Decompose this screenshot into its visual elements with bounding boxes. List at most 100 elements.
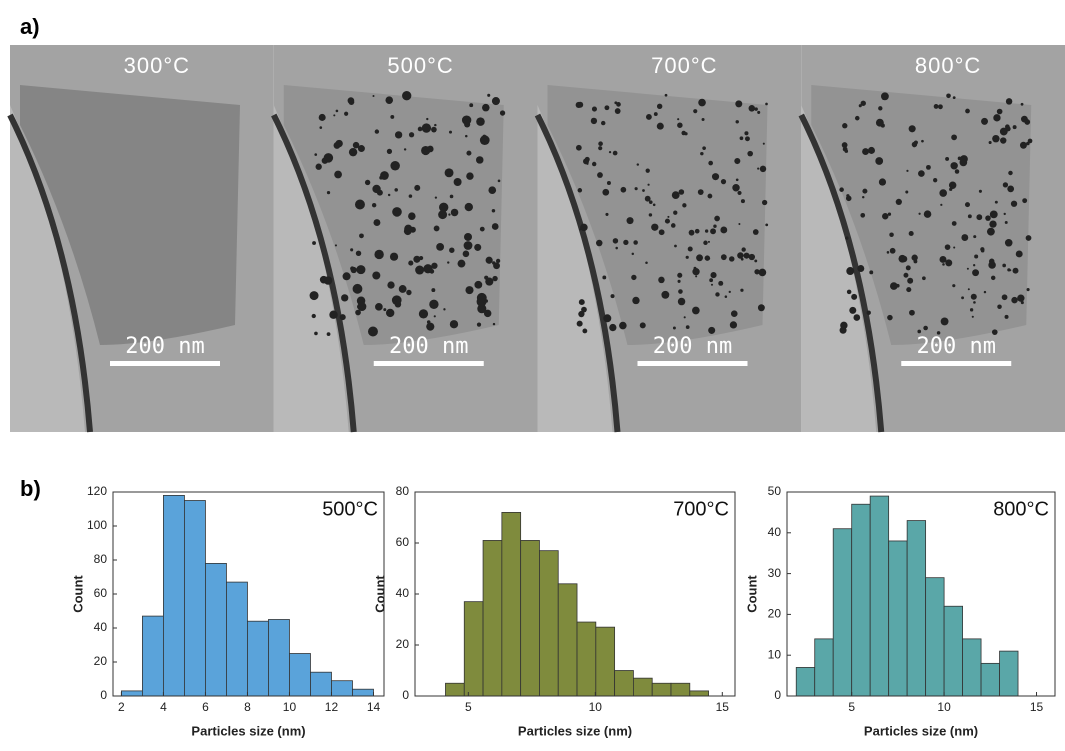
y-tick-label: 0 [402, 688, 409, 702]
particle [356, 265, 366, 275]
particle [1022, 198, 1028, 204]
particle [759, 165, 767, 173]
particle [326, 332, 331, 336]
particle [747, 150, 754, 157]
bar [851, 503, 871, 697]
particle [964, 202, 970, 208]
particle [493, 262, 500, 270]
bar [888, 540, 908, 697]
x-tick-label: 4 [160, 700, 167, 714]
particle [429, 299, 439, 309]
x-tick-label: 10 [937, 700, 951, 714]
particle [921, 139, 924, 143]
annotation: 800°C [993, 498, 1049, 520]
x-tick-label: 6 [202, 700, 209, 714]
particle [1002, 182, 1009, 188]
particle [936, 331, 941, 335]
particle [757, 167, 760, 170]
particle [642, 189, 645, 192]
annotation: 700°C [673, 498, 729, 520]
particle [639, 322, 646, 329]
particle [724, 295, 728, 298]
x-tick-label: 5 [848, 700, 855, 714]
particle [683, 316, 686, 319]
particle [433, 225, 440, 232]
particle [677, 297, 686, 306]
y-tick-label: 80 [94, 552, 108, 566]
particle [677, 118, 680, 121]
y-tick-label: 30 [768, 566, 782, 580]
particle [734, 158, 741, 165]
x-tick-label: 10 [589, 700, 603, 714]
bar [501, 512, 522, 697]
particle [371, 203, 377, 208]
particle [765, 223, 769, 227]
particle [908, 230, 914, 237]
particle [323, 153, 334, 163]
particle [612, 238, 619, 244]
particle [457, 259, 466, 268]
particle [860, 100, 866, 106]
particle [762, 142, 765, 145]
bar [445, 682, 465, 697]
particle [989, 210, 998, 219]
bar [482, 540, 503, 697]
particle [644, 195, 651, 202]
particle [479, 135, 490, 146]
particle [652, 203, 656, 207]
particle [344, 111, 349, 116]
particle [1010, 200, 1018, 207]
particle [707, 193, 713, 199]
y-tick-label: 40 [94, 620, 108, 634]
particle [867, 146, 875, 154]
particle [737, 252, 744, 259]
particle [939, 255, 947, 263]
particle [878, 106, 883, 111]
particle [319, 277, 325, 282]
particle [715, 292, 720, 297]
particle [386, 148, 393, 154]
particle [667, 215, 670, 218]
particle [992, 134, 1000, 143]
bar [595, 626, 616, 697]
particle [917, 329, 922, 334]
particle [735, 100, 743, 108]
particle [477, 304, 487, 314]
x-tick-label: 15 [1030, 700, 1044, 714]
particle [431, 262, 438, 269]
particle [972, 269, 980, 277]
scale-bar [373, 361, 484, 366]
y-tick-label: 60 [94, 586, 108, 600]
particle [933, 104, 939, 109]
particle [408, 132, 415, 138]
particle [476, 292, 487, 303]
particle [720, 226, 728, 234]
particle [658, 229, 665, 236]
particle [466, 172, 474, 180]
particle [993, 114, 1001, 122]
annotation: 500°C [322, 498, 378, 520]
particle [738, 223, 741, 226]
particle [1004, 314, 1009, 319]
temperature-label: 300°C [124, 53, 190, 78]
particle [402, 91, 412, 101]
particle [1026, 288, 1030, 292]
particle [447, 261, 450, 264]
particle [707, 240, 710, 243]
particle [895, 198, 902, 206]
particle [966, 267, 969, 270]
particle [949, 187, 953, 191]
particle [986, 227, 995, 236]
particle [704, 229, 709, 233]
temperature-label: 700°C [651, 53, 717, 78]
particle [350, 248, 354, 252]
particle [581, 306, 587, 313]
particle [754, 259, 758, 263]
particle [491, 223, 499, 230]
particle [882, 97, 885, 100]
particle [646, 114, 652, 120]
particle [495, 258, 501, 264]
particle [973, 264, 976, 267]
bar [268, 619, 290, 697]
particle [988, 261, 996, 269]
